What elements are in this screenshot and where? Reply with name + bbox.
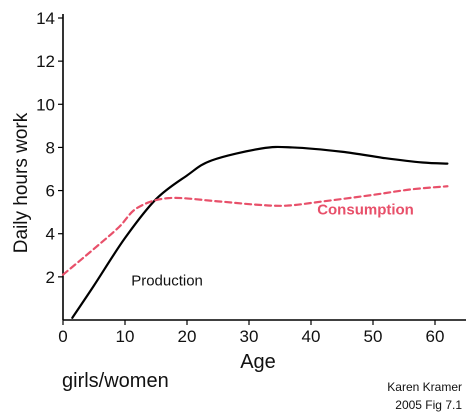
series-label-consumption: Consumption [317,201,414,218]
x-axis-ticks: 0 10 20 30 40 50 60 [58,320,444,346]
y-axis-ticks: 2 4 6 8 10 12 14 [36,9,63,287]
credit-author: Karen Kramer [387,380,462,394]
figure-credit: Karen Kramer 2005 Fig 7.1 [387,378,462,414]
series-label-production: Production [131,272,203,289]
annotations: Production Consumption [131,201,414,289]
line-chart: 2 4 6 8 10 12 14 0 10 20 30 40 50 60 Production Consu… [11,9,466,372]
y-tick-label: 6 [46,182,55,201]
series-line-production [71,145,449,319]
y-tick-label: 10 [36,95,55,114]
axes [62,14,466,321]
group-label: girls/women [62,370,169,392]
y-tick-label: 14 [36,9,55,28]
y-tick-label: 4 [46,225,55,244]
x-tick-label: 30 [240,327,259,346]
credit-figure-ref: 2005 Fig 7.1 [395,398,462,412]
x-tick-label: 50 [364,327,383,346]
x-axis-label: Age [240,351,276,372]
y-tick-label: 12 [36,52,55,71]
y-axis-label: Daily hours work [11,112,32,253]
series-line-consumption [61,185,449,276]
series-layer [61,145,449,319]
y-tick-label: 2 [46,268,55,287]
x-tick-label: 20 [178,327,197,346]
x-tick-label: 0 [58,327,67,346]
x-tick-label: 40 [302,327,321,346]
y-tick-label: 8 [46,138,55,157]
x-tick-label: 10 [116,327,135,346]
x-tick-label: 60 [426,327,445,346]
